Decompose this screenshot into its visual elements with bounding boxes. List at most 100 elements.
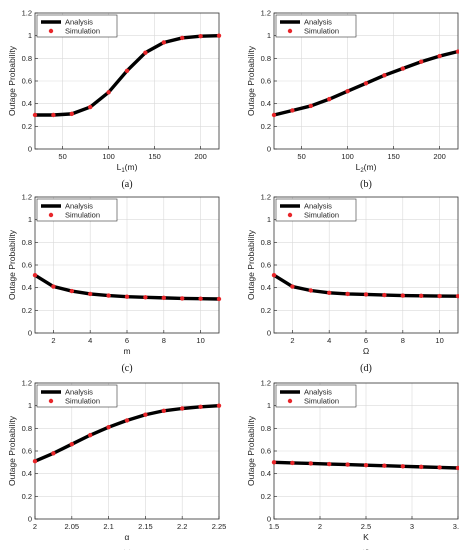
- chart-f-simulation-point-4: [345, 462, 350, 467]
- chart-a-xtick-label-0: 50: [58, 152, 66, 161]
- chart-a-simulation-point-8: [180, 35, 185, 41]
- chart-c-simulation-point-0: [32, 273, 38, 278]
- chart-e-simulation-point-2: [69, 442, 75, 447]
- chart-d-legend-label-analysis: Analysis: [304, 202, 332, 211]
- chart-b-ytick-label-5: 1: [267, 31, 271, 40]
- chart-a-legend-label-analysis: Analysis: [65, 18, 93, 27]
- chart-c-ylabel: Outage Probability: [7, 229, 17, 300]
- chart-b-simulation-point-5: [363, 81, 369, 86]
- chart-f-ytick-label-3: 0.6: [261, 447, 271, 456]
- chart-d-xtick-label-1: 4: [327, 336, 331, 345]
- chart-e-simulation-point-7: [161, 408, 166, 413]
- chart-b-simulation-point-3: [327, 96, 332, 102]
- chart-c: 2 4 6 8 10 0 0.2 0.4 0.6 0.8 1 1.2 Outage Probabilit…: [7, 193, 222, 374]
- chart-d-xlabel: Ω: [363, 346, 369, 356]
- chart-c-xtick-label-2: 6: [125, 336, 129, 345]
- chart-f-xlabel-main: K: [363, 532, 369, 542]
- chart-a-ytick-label-2: 0.4: [22, 99, 32, 108]
- chart-a-caption: (a): [121, 179, 132, 190]
- chart-e-xtick-label-4: 2.2: [177, 522, 187, 531]
- chart-a: 50 100 150 200 0 0.2 0.4 0.6 0.8 1 1.2 Outage Proba…: [7, 9, 222, 190]
- chart-b-xtick-label-3: 200: [433, 152, 446, 161]
- chart-c-ytick-label-1: 0.2: [22, 306, 32, 315]
- chart-a-xlabel: L1(m): [117, 162, 138, 174]
- chart-b-simulation-point-7: [400, 66, 405, 71]
- chart-c-simulation-point-8: [180, 296, 185, 301]
- chart-d-ytick-label-0: 0: [267, 329, 271, 338]
- chart-f-simulation-point-3: [327, 461, 332, 467]
- chart-c-xlabel: m: [123, 346, 130, 356]
- chart-a-ytick-label-3: 0.6: [22, 77, 32, 86]
- chart-b-simulation-point-10: [455, 49, 459, 54]
- chart-d-simulation-point-2: [308, 288, 313, 293]
- chart-b-legend-label-analysis: Analysis: [304, 18, 332, 27]
- chart-f-legend-simulation-swatch: [287, 398, 293, 404]
- chart-a-simulation-point-3: [88, 104, 93, 110]
- chart-f-ylabel: Outage Probability: [246, 415, 256, 486]
- chart-c-xtick-label-1: 4: [88, 336, 92, 345]
- chart-a-ytick-label-6: 1.2: [22, 9, 32, 18]
- chart-a-ytick-label-1: 0.2: [22, 122, 32, 131]
- chart-f-simulation-point-9: [437, 465, 442, 470]
- chart-e-ytick-label-5: 1: [28, 401, 32, 410]
- chart-b-simulation-point-6: [382, 73, 387, 78]
- chart-c-ytick-label-5: 1: [28, 215, 32, 224]
- chart-b-ytick-label-1: 0.2: [261, 122, 271, 131]
- chart-d-simulation-point-8: [419, 293, 424, 299]
- chart-d-xtick-label-2: 6: [364, 336, 368, 345]
- chart-c-ytick-label-2: 0.4: [22, 283, 32, 292]
- chart-c-legend-label-analysis: Analysis: [65, 202, 93, 211]
- chart-e-xlabel-main: α: [125, 532, 130, 542]
- chart-a-ytick-label-5: 1: [28, 31, 32, 40]
- chart-e-legend-label-analysis: Analysis: [65, 388, 93, 397]
- chart-c-simulation-point-7: [161, 295, 166, 301]
- chart-d-xtick-label-0: 2: [290, 336, 294, 345]
- chart-e-xtick-label-5: 2.25: [212, 522, 227, 531]
- chart-a-xlabel-main: L: [117, 162, 122, 172]
- chart-f-simulation-point-6: [382, 463, 387, 468]
- chart-f-simulation-point-10: [455, 465, 459, 471]
- chart-e-simulation-point-9: [198, 404, 203, 409]
- chart-d-simulation-point-7: [400, 293, 405, 298]
- chart-e-legend-simulation-swatch: [48, 398, 54, 404]
- chart-d-legend-label-simulation: Simulation: [304, 211, 339, 220]
- chart-e-xtick-label-0: 2: [33, 522, 37, 531]
- chart-f-ytick-label-1: 0.2: [261, 492, 271, 501]
- chart-c-simulation-point-1: [51, 284, 56, 289]
- chart-b-simulation-point-8: [419, 59, 424, 64]
- chart-c-xtick-label-4: 10: [196, 336, 204, 345]
- chart-e-ytick-label-3: 0.6: [22, 447, 32, 456]
- chart-d-simulation-point-0: [271, 273, 277, 278]
- chart-d-xtick-label-3: 8: [401, 336, 405, 345]
- chart-b-ytick-label-6: 1.2: [261, 9, 271, 18]
- chart-e-simulation-point-5: [124, 418, 130, 423]
- chart-d-ytick-label-1: 0.2: [261, 306, 271, 315]
- chart-e-xtick-label-1: 2.05: [64, 522, 79, 531]
- chart-f-xtick-label-0: 1.5: [269, 522, 279, 531]
- chart-d-ytick-label-6: 1.2: [261, 193, 271, 202]
- chart-b-xtick-label-0: 50: [297, 152, 305, 161]
- chart-b-xlabel: L2(m): [356, 162, 377, 174]
- chart-c-simulation-point-9: [198, 296, 203, 301]
- chart-e-ytick-label-4: 0.8: [22, 424, 32, 433]
- chart-f-ytick-label-5: 1: [267, 401, 271, 410]
- chart-b-simulation-point-1: [290, 108, 295, 113]
- chart-a-xtick-label-3: 200: [194, 152, 207, 161]
- chart-b-simulation-point-4: [345, 89, 350, 94]
- chart-b-simulation-point-2: [308, 103, 313, 109]
- chart-e-simulation-point-10: [216, 403, 222, 408]
- chart-a-ytick-label-4: 0.8: [22, 54, 32, 63]
- chart-e-simulation-point-6: [143, 412, 148, 417]
- chart-d-simulation-point-6: [382, 292, 387, 298]
- chart-f-simulation-point-8: [419, 464, 424, 470]
- chart-c-ytick-label-0: 0: [28, 329, 32, 338]
- chart-d-caption: (d): [360, 363, 372, 374]
- chart-d: 2 4 6 8 10 0 0.2 0.4 0.6 0.8 1 1.2 Outage Probabilit…: [246, 193, 459, 374]
- chart-e-ytick-label-0: 0: [28, 515, 32, 524]
- chart-e-simulation-point-0: [32, 459, 38, 464]
- chart-b-caption: (b): [360, 179, 372, 190]
- chart-e-ylabel: Outage Probability: [7, 415, 17, 486]
- chart-f-ytick-label-0: 0: [267, 515, 271, 524]
- chart-a-ytick-label-0: 0: [28, 145, 32, 154]
